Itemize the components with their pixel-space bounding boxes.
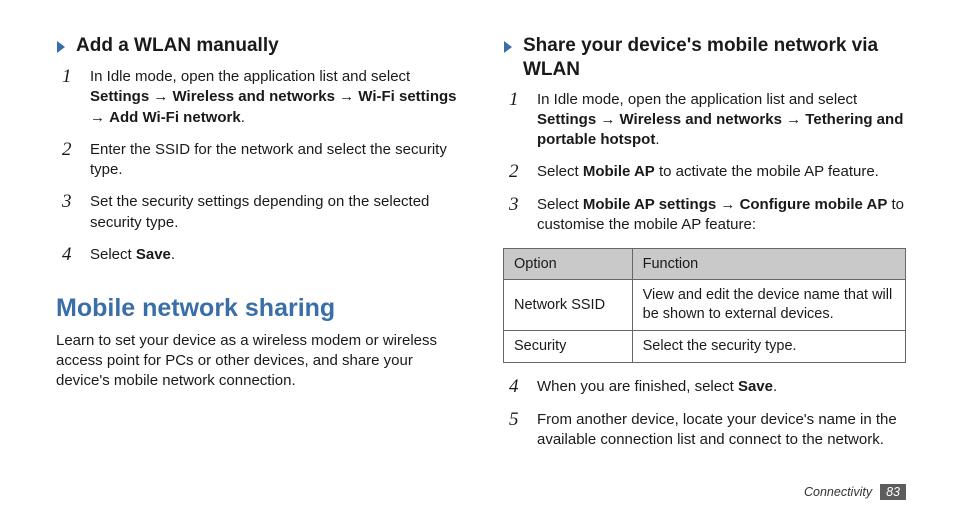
step-item: 3 Select Mobile AP settings → Configure …: [509, 195, 906, 236]
step-number: 1: [509, 90, 527, 111]
step-body: Select Mobile AP to activate the mobile …: [537, 162, 906, 182]
table-row: Security Select the security type.: [504, 331, 906, 363]
table-header-row: Option Function: [504, 248, 906, 280]
step-body: When you are finished, select Save.: [537, 377, 906, 397]
table-header-function: Function: [632, 248, 905, 280]
footer-section-label: Connectivity: [804, 485, 872, 499]
options-table: Option Function Network SSID View and ed…: [503, 248, 906, 363]
steps-share-mobile-b: 4 When you are finished, select Save. 5 …: [509, 377, 906, 450]
heading-add-wlan: Add a WLAN manually: [56, 34, 459, 59]
table-cell-function: View and edit the device name that will …: [632, 280, 905, 331]
step-item: 2 Select Mobile AP to activate the mobil…: [509, 162, 906, 183]
table-row: Network SSID View and edit the device na…: [504, 280, 906, 331]
step-item: 1 In Idle mode, open the application lis…: [62, 67, 459, 128]
right-column: Share your device's mobile network via W…: [503, 34, 906, 498]
step-item: 2 Enter the SSID for the network and sel…: [62, 140, 459, 181]
footer-page-number: 83: [880, 484, 906, 500]
step-body: Enter the SSID for the network and selec…: [90, 140, 459, 181]
table-cell-option: Security: [504, 331, 633, 363]
table-header-option: Option: [504, 248, 633, 280]
steps-share-mobile-a: 1 In Idle mode, open the application lis…: [509, 90, 906, 236]
step-body: Set the security settings depending on t…: [90, 192, 459, 233]
section-intro: Learn to set your device as a wireless m…: [56, 331, 459, 392]
step-body: Select Mobile AP settings → Configure mo…: [537, 195, 906, 236]
step-number: 3: [509, 195, 527, 216]
step-body: From another device, locate your device'…: [537, 410, 906, 451]
step-number: 4: [509, 377, 527, 398]
step-number: 1: [62, 67, 80, 88]
chevron-right-icon: [56, 40, 68, 59]
step-item: 1 In Idle mode, open the application lis…: [509, 90, 906, 151]
section-title-mobile-network-sharing: Mobile network sharing: [56, 294, 459, 323]
heading-share-mobile: Share your device's mobile network via W…: [503, 34, 906, 82]
step-item: 4 Select Save.: [62, 245, 459, 266]
table-cell-option: Network SSID: [504, 280, 633, 331]
chevron-right-icon: [503, 40, 515, 59]
step-number: 2: [509, 162, 527, 183]
step-number: 3: [62, 192, 80, 213]
step-number: 2: [62, 140, 80, 161]
step-body: In Idle mode, open the application list …: [90, 67, 459, 128]
page-footer: Connectivity 83: [804, 484, 906, 500]
step-item: 4 When you are finished, select Save.: [509, 377, 906, 398]
steps-add-wlan: 1 In Idle mode, open the application lis…: [62, 67, 459, 266]
step-item: 5 From another device, locate your devic…: [509, 410, 906, 451]
table-cell-function: Select the security type.: [632, 331, 905, 363]
step-item: 3 Set the security settings depending on…: [62, 192, 459, 233]
heading-share-mobile-text: Share your device's mobile network via W…: [523, 34, 906, 82]
heading-add-wlan-text: Add a WLAN manually: [76, 34, 279, 58]
step-body: Select Save.: [90, 245, 459, 265]
left-column: Add a WLAN manually 1 In Idle mode, open…: [56, 34, 459, 498]
page: Add a WLAN manually 1 In Idle mode, open…: [0, 0, 954, 518]
step-body: In Idle mode, open the application list …: [537, 90, 906, 151]
step-number: 5: [509, 410, 527, 431]
step-number: 4: [62, 245, 80, 266]
